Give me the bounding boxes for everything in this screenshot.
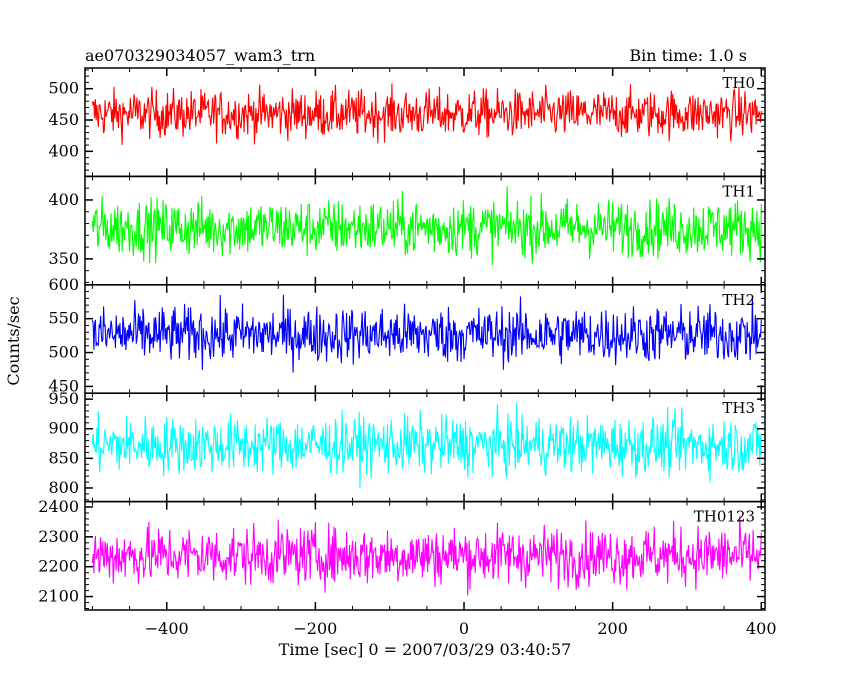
y-tick-label: 900 (48, 419, 79, 438)
panel-th0123: 2100 2200 2300 2400 TH0123 (38, 497, 766, 611)
chart-title: ae070329034057_wam3_trn (85, 46, 315, 65)
y-tick-label: 2400 (38, 497, 79, 516)
y-tick-label: 400 (48, 141, 79, 160)
x-axis: −400 −200 0 200 400 (145, 619, 777, 638)
panel-th1: 350 400 TH1 (48, 175, 766, 286)
x-tick-label: 0 (459, 619, 469, 638)
panel-label: TH0123 (694, 508, 755, 526)
x-tick-label: 200 (597, 619, 628, 638)
y-tick-label: 500 (48, 343, 79, 362)
panel-label: TH1 (722, 182, 755, 200)
panel-frame (84, 500, 766, 611)
series-th0123 (91, 516, 762, 596)
panel-th3: 800 850 900 950 TH3 (48, 389, 766, 503)
series-th0 (91, 83, 762, 145)
y-tick-label: 400 (48, 190, 79, 209)
y-tick-label: 450 (48, 110, 79, 129)
y-tick-label: 800 (48, 478, 79, 497)
y-tick-label: 950 (48, 389, 79, 408)
bin-time-label: Bin time: 1.0 s (629, 46, 747, 65)
panel-label: TH0 (722, 74, 755, 92)
y-tick-label: 550 (48, 309, 79, 328)
y-tick-label: 500 (48, 79, 79, 98)
panel-label: TH3 (722, 399, 755, 417)
x-axis-label: Time [sec] 0 = 2007/03/29 03:40:57 (279, 640, 572, 659)
series-th2 (91, 294, 762, 373)
y-axis-label: Counts/sec (4, 296, 23, 385)
y-tick-label: 350 (48, 249, 79, 268)
x-tick-label: −200 (293, 619, 337, 638)
series-th3 (91, 402, 762, 488)
y-tick-label: 450 (48, 376, 79, 395)
y-tick-label: 850 (48, 448, 79, 467)
panel-label: TH2 (722, 291, 755, 309)
series-th1 (91, 186, 762, 265)
y-tick-label: 2100 (38, 587, 79, 606)
panel-th0: 400 450 500 TH0 (48, 67, 766, 178)
x-tick-label: 400 (746, 619, 777, 638)
panel-th2: 450 500 550 600 TH2 (48, 275, 766, 395)
y-tick-label: 2200 (38, 557, 79, 576)
x-tick-label: −400 (145, 619, 189, 638)
y-tick-label: 2300 (38, 527, 79, 546)
y-tick-label: 600 (48, 275, 79, 294)
